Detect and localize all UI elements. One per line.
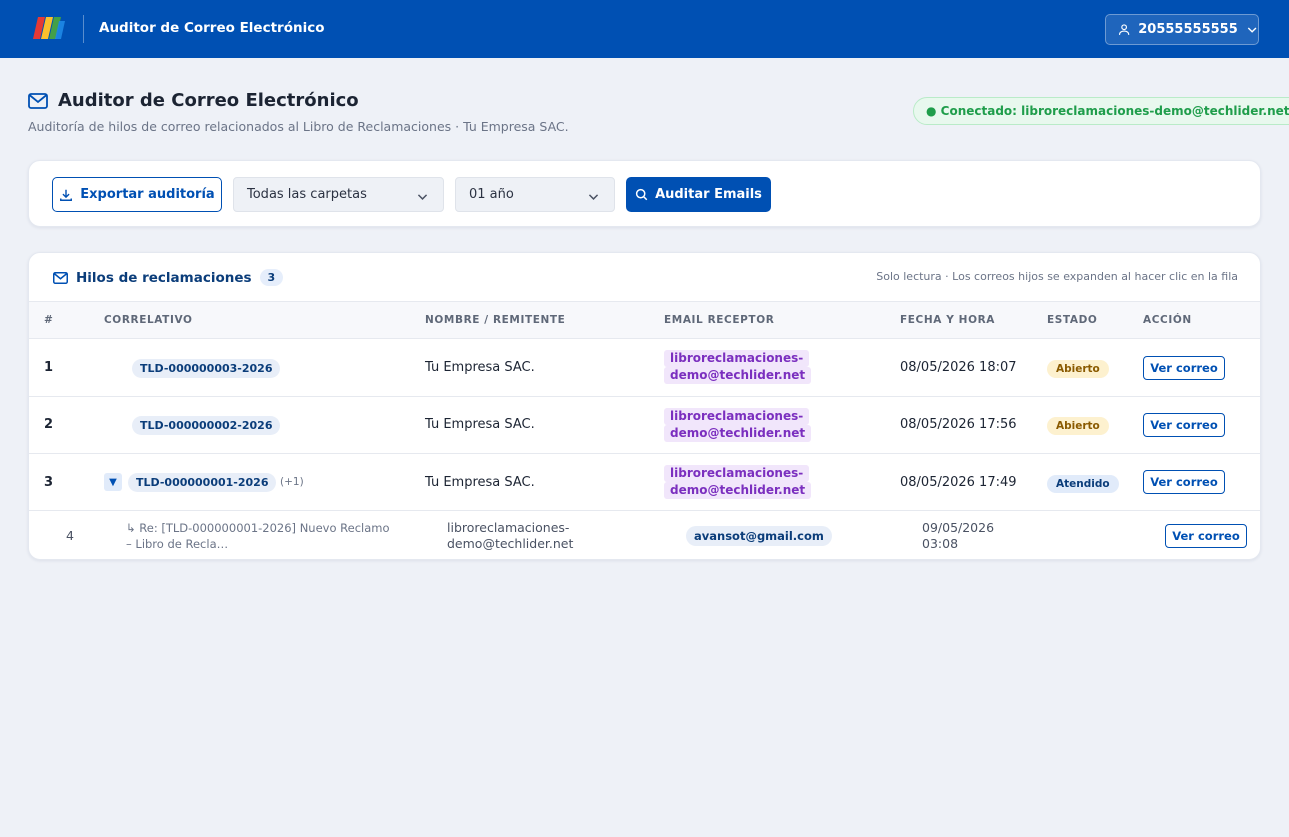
column-header-fecha: FECHA Y HORA [900,314,996,326]
receiver-email-line1: libroreclamaciones- [664,408,810,425]
date-time: 08/05/2026 17:56 [900,417,1017,432]
child-subject-line2: – Libro de Recla… [126,537,229,551]
threads-card-header: Hilos de reclamaciones 3 Solo lectura · … [29,253,1260,302]
chevron-down-icon [417,194,428,200]
table-row[interactable]: 3 ▼ TLD-000000001-2026 (+1) Tu Empresa S… [29,454,1260,511]
column-header-accion: ACCIÓN [1143,314,1192,326]
correlativo-tag: TLD-000000001-2026 [128,473,277,492]
table-row[interactable]: 1 TLD-000000003-2026 Tu Empresa SAC. lib… [29,339,1260,397]
page-subtitle: Auditoría de hilos de correo relacionado… [28,119,569,134]
expand-toggle-icon[interactable]: ▼ [104,473,122,491]
child-sender-line1: libroreclamaciones- [447,520,570,535]
period-select[interactable]: 01 año [455,177,615,212]
receiver-email-line2: demo@techlider.net [664,367,812,384]
view-email-button[interactable]: Ver correo [1165,524,1247,548]
status-badge: Abierto [1047,417,1109,435]
view-email-button[interactable]: Ver correo [1143,413,1225,437]
sender-name: Tu Empresa SAC. [425,475,535,490]
page-header: Auditor de Correo Electrónico Auditoría … [28,90,569,134]
row-number: 1 [44,360,54,375]
header-divider [83,15,84,43]
chevron-down-icon [1247,27,1257,33]
user-menu-button[interactable]: 20555555555 [1105,14,1259,45]
user-id: 20555555555 [1138,22,1238,37]
table-header: # CORRELATIVO NOMBRE / REMITENTE EMAIL R… [29,302,1260,339]
receiver-email-line2: demo@techlider.net [664,425,812,442]
column-header-nombre: NOMBRE / REMITENTE [425,314,566,326]
threads-hint: Solo lectura · Los correos hijos se expa… [876,270,1238,283]
chevron-down-icon [588,194,599,200]
column-header-email: EMAIL RECEPTOR [664,314,775,326]
sender-name: Tu Empresa SAC. [425,417,535,432]
folder-select[interactable]: Todas las carpetas [233,177,444,212]
search-icon [635,188,648,201]
column-header-correlativo: CORRELATIVO [104,314,193,326]
export-audit-label: Exportar auditoría [80,187,215,202]
receiver-email-line1: libroreclamaciones- [664,465,810,482]
column-header-estado: ESTADO [1047,314,1098,326]
child-count: (+1) [280,476,304,488]
view-email-button[interactable]: Ver correo [1143,470,1225,494]
row-number: 2 [44,417,54,432]
correlativo-tag: TLD-000000002-2026 [132,416,281,435]
export-audit-button[interactable]: Exportar auditoría [52,177,222,212]
row-number: 3 [44,475,54,490]
column-header-number: # [44,314,54,326]
audit-emails-button[interactable]: Auditar Emails [626,177,771,212]
status-badge: Abierto [1047,360,1109,378]
threads-count-badge: 3 [259,269,284,286]
receiver-email-line1: libroreclamaciones- [664,350,810,367]
page-title: Auditor de Correo Electrónico [58,90,359,111]
table-row[interactable]: 2 TLD-000000002-2026 Tu Empresa SAC. lib… [29,397,1260,454]
child-receiver-tag: avansot@gmail.com [686,526,832,546]
row-number: 4 [66,528,74,543]
period-select-value: 01 año [469,187,514,202]
child-sender-line2: demo@techlider.net [447,536,574,551]
folder-select-value: Todas las carpetas [247,187,367,202]
child-subject-line1: ↳ Re: [TLD-000000001-2026] Nuevo Reclamo [126,521,390,535]
child-email-row[interactable]: 4 ↳ Re: [TLD-000000001-2026] Nuevo Recla… [29,511,1260,559]
child-date: 09/05/2026 [922,520,995,535]
app-title: Auditor de Correo Electrónico [99,20,325,36]
threads-card: Hilos de reclamaciones 3 Solo lectura · … [28,252,1261,560]
user-icon [1118,24,1130,35]
app-logo-icon [33,17,65,39]
audit-emails-label: Auditar Emails [655,187,762,202]
receiver-email-line2: demo@techlider.net [664,482,812,499]
date-time: 08/05/2026 18:07 [900,360,1017,375]
threads-title: Hilos de reclamaciones [76,269,252,286]
status-badge: Atendido [1047,475,1119,493]
toolbar: Exportar auditoría Todas las carpetas 01… [28,160,1261,227]
view-email-button[interactable]: Ver correo [1143,356,1225,380]
child-time: 03:08 [922,536,959,551]
connection-status-badge: ● Conectado: libroreclamaciones-demo@tec… [913,97,1289,125]
mail-icon [53,271,68,284]
correlativo-tag: TLD-000000003-2026 [132,359,281,378]
sender-name: Tu Empresa SAC. [425,360,535,375]
top-bar: Auditor de Correo Electrónico 2055555555… [0,0,1289,58]
mail-icon [28,92,48,109]
date-time: 08/05/2026 17:49 [900,475,1017,490]
download-icon [60,189,73,201]
